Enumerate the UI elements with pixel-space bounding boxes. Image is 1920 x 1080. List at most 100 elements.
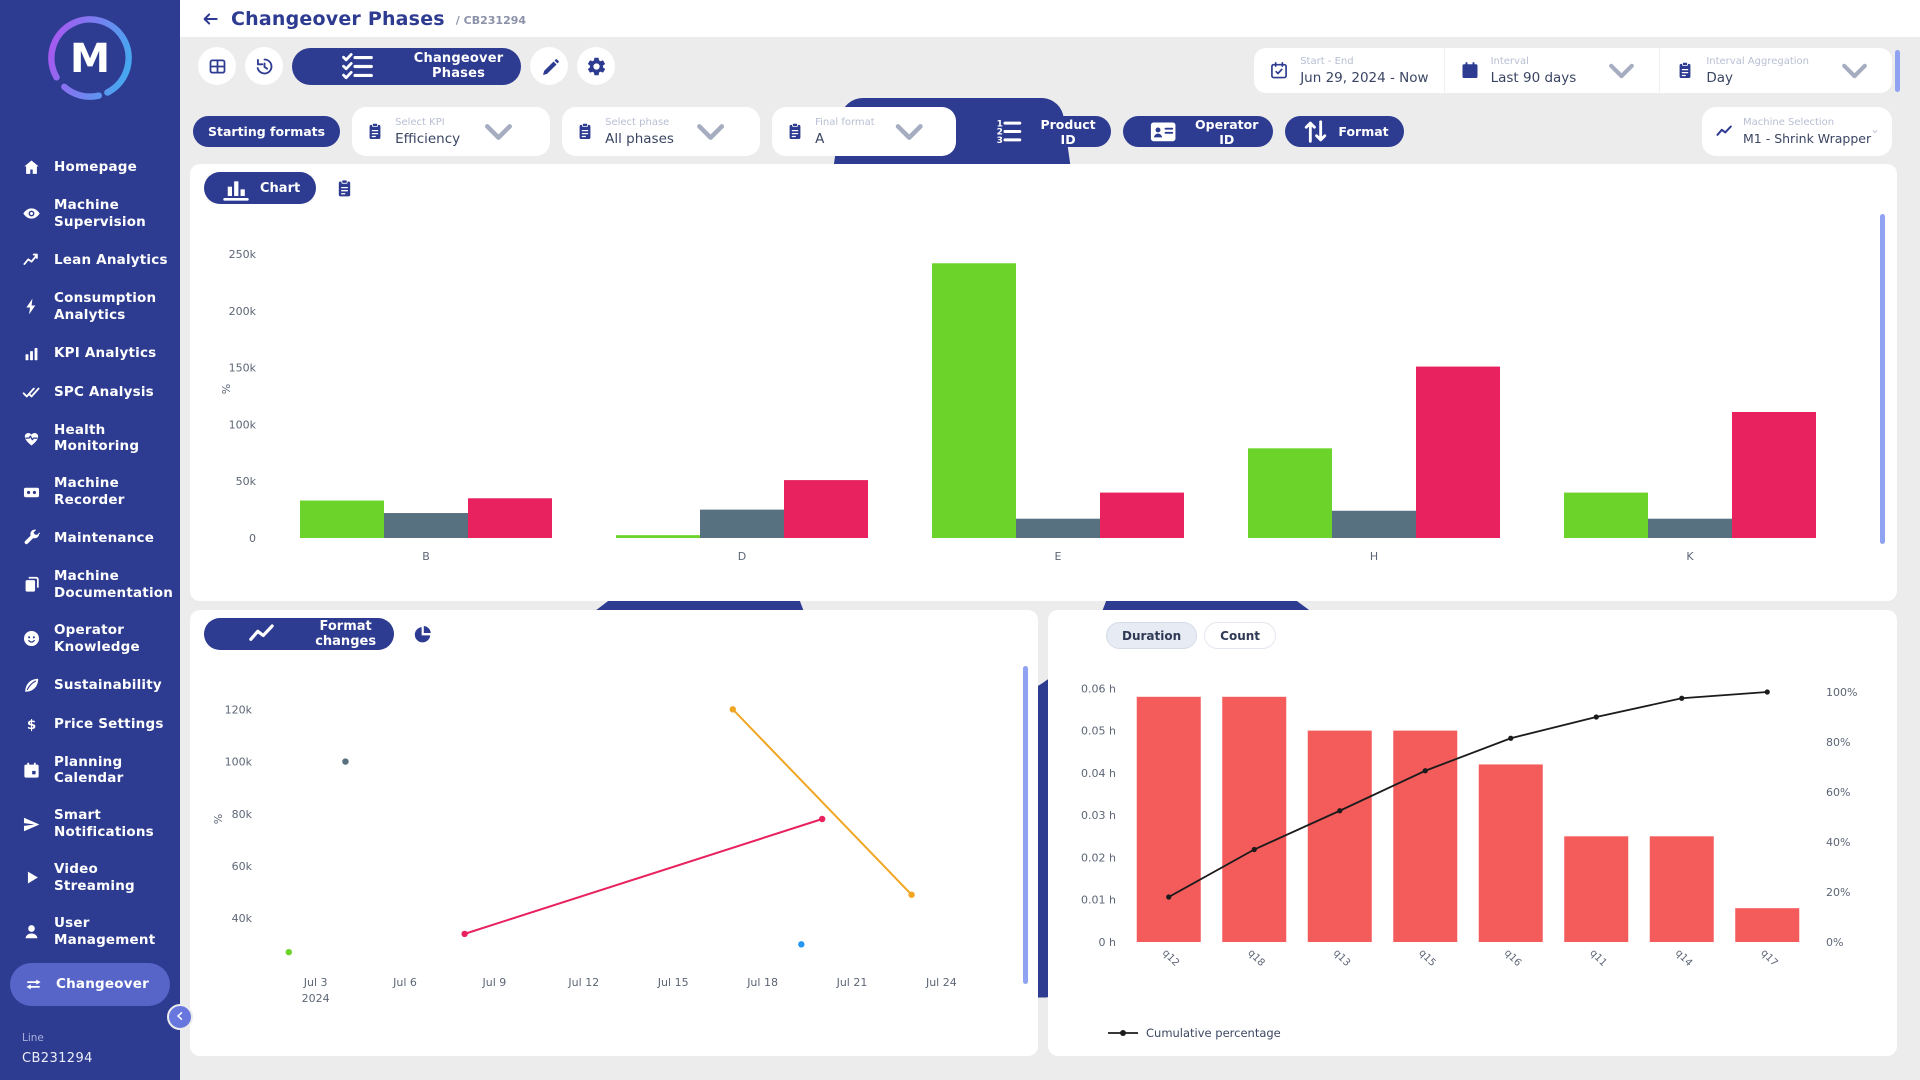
- format-button[interactable]: Format: [1285, 116, 1404, 147]
- sidebar-item-machine-recorder[interactable]: Machine Recorder: [0, 465, 180, 519]
- bar-segment: [1732, 411, 1816, 538]
- sidebar-footer: Line CB231294: [22, 1032, 93, 1066]
- sidebar-item-spc-analysis[interactable]: SPC Analysis: [0, 373, 180, 412]
- sidebar-item-label: Changeover: [56, 975, 149, 992]
- sidebar-item-label: KPI Analytics: [54, 344, 157, 361]
- line-series: [464, 818, 823, 935]
- documents-icon: [22, 575, 41, 594]
- kpi-value: Efficiency: [395, 130, 461, 147]
- pie-chart-icon: [412, 624, 432, 644]
- starting-formats-label: Starting formats: [208, 124, 326, 139]
- calendar-icon: [1460, 48, 1480, 93]
- final-format-select[interactable]: Final format A: [772, 107, 957, 156]
- svg-text:3: 3: [997, 136, 1003, 146]
- category-label: q15: [1416, 948, 1437, 969]
- breadcrumb: / CB231294: [455, 14, 527, 27]
- sidebar-item-label: Machine Documentation: [54, 568, 174, 601]
- sidebar: M Homepage Machine Supervision Lean Analyt…: [0, 0, 193, 1080]
- format-changes-chart: 40k 60k 80k 100k 120k Jul 3 2024 Jul 6 Jul 9 Jul …: [200, 660, 1020, 1048]
- tab-format-changes[interactable]: Format changes: [204, 618, 394, 650]
- cumulative-point: [1593, 714, 1599, 720]
- data-point: [818, 815, 826, 823]
- sidebar-item-label: Sustainability: [54, 676, 162, 693]
- tick-label: 150k: [229, 362, 257, 375]
- phase-select[interactable]: Select phase All phases: [562, 107, 761, 156]
- bar-segment: [300, 500, 384, 538]
- sidebar-item-kpi-analytics[interactable]: KPI Analytics: [0, 334, 180, 373]
- sidebar-item-homepage[interactable]: Homepage: [0, 148, 180, 187]
- sidebar-item-label: Machine Supervision: [54, 197, 146, 230]
- aggregation-label: Interval Aggregation: [1706, 55, 1809, 67]
- eye-icon: [22, 204, 41, 223]
- kpi-select[interactable]: Select KPI Efficiency: [352, 107, 551, 156]
- bar-segment: [1016, 518, 1100, 538]
- tick-label: 250k: [229, 248, 257, 261]
- data-point: [461, 930, 468, 938]
- chart-scrollbar[interactable]: [1023, 666, 1028, 984]
- history-button[interactable]: [245, 47, 283, 85]
- sidebar-item-planning-calendar[interactable]: Planning Calendar: [0, 744, 180, 798]
- tick-label: H: [1370, 550, 1378, 563]
- data-point: [285, 948, 293, 956]
- aggregation-field[interactable]: Interval Aggregation Day: [1659, 48, 1892, 93]
- product-id-label: Product ID: [1040, 116, 1096, 147]
- tick-label: 0.05 h: [1081, 725, 1116, 738]
- data-point: [729, 706, 736, 713]
- sidebar-collapse-button[interactable]: [167, 1004, 193, 1030]
- pencil-icon: [540, 57, 559, 76]
- back-arrow-icon[interactable]: [200, 9, 220, 29]
- sidebar-item-maintenance[interactable]: Maintenance: [0, 519, 180, 558]
- sidebar-item-machine-documentation[interactable]: Machine Documentation: [0, 558, 180, 612]
- grid-view-button[interactable]: [198, 47, 236, 85]
- sidebar-item-machine-supervision[interactable]: Machine Supervision: [0, 187, 180, 241]
- leaf-icon: [22, 676, 41, 695]
- sidebar-item-health-monitoring[interactable]: Health Monitoring: [0, 412, 180, 466]
- sidebar-item-label: Lean Analytics: [54, 251, 168, 268]
- tab-chart[interactable]: Chart: [204, 172, 317, 204]
- operator-id-button[interactable]: Operator ID: [1122, 116, 1274, 147]
- page-scrollbar[interactable]: [1895, 50, 1900, 92]
- tick-label: D: [738, 550, 746, 563]
- machine-value: M1 - Shrink Wrapper: [1743, 131, 1872, 146]
- tick-label: 0.04 h: [1081, 767, 1116, 780]
- pie-view-button[interactable]: [408, 620, 436, 648]
- sidebar-item-label: Smart Notifications: [54, 807, 154, 841]
- sidebar-item-label: Operator Knowledge: [54, 621, 140, 655]
- heart-pulse-icon: [22, 429, 41, 448]
- toggle-duration[interactable]: Duration: [1106, 622, 1198, 649]
- edit-button[interactable]: [530, 47, 569, 85]
- chevron-down-icon: [875, 107, 943, 156]
- sidebar-item-consumption-analytics[interactable]: Consumption Analytics: [0, 280, 180, 334]
- final-format-label: Final format: [815, 116, 875, 128]
- time-range-card: Start - End Jun 29, 2024 - Now Interval …: [1254, 48, 1892, 93]
- y-axis-label: %: [220, 384, 233, 394]
- sidebar-item-lean-analytics[interactable]: Lean Analytics: [0, 241, 180, 280]
- machine-select[interactable]: Machine Selection M1 - Shrink Wrapper: [1702, 107, 1892, 156]
- tick-label: 40k: [232, 912, 253, 925]
- sidebar-item-label: Health Monitoring: [54, 421, 140, 455]
- tick-label: 0.02 h: [1081, 851, 1116, 864]
- toggle-count[interactable]: Count: [1204, 622, 1277, 649]
- sidebar-item-changeover[interactable]: Changeover: [10, 962, 170, 1006]
- interval-field[interactable]: Interval Last 90 days: [1443, 48, 1660, 93]
- tab-changeover-phases[interactable]: Changeover Phases: [292, 47, 522, 85]
- data-point: [342, 758, 349, 765]
- sidebar-item-smart-notifications[interactable]: Smart Notifications: [0, 797, 180, 851]
- sidebar-item-video-streaming[interactable]: Video Streaming: [0, 851, 180, 905]
- bar-segment: [1648, 518, 1732, 538]
- home-icon: [22, 158, 41, 177]
- chart-scrollbar[interactable]: [1880, 214, 1885, 544]
- sidebar-item-sustainability[interactable]: Sustainability: [0, 666, 180, 705]
- recorder-icon: [22, 483, 41, 502]
- sidebar-item-operator-knowledge[interactable]: Operator Knowledge: [0, 612, 180, 666]
- category-label: q16: [1502, 948, 1523, 969]
- table-view-button[interactable]: [330, 174, 358, 202]
- calendar-icon: [22, 761, 41, 780]
- chart-settings-button[interactable]: [577, 47, 616, 85]
- sidebar-item-user-management[interactable]: User Management: [0, 905, 180, 959]
- starting-formats-button[interactable]: Starting formats: [193, 116, 341, 147]
- tick-label: 80%: [1826, 736, 1850, 749]
- date-range-field[interactable]: Start - End Jun 29, 2024 - Now: [1254, 48, 1443, 93]
- sidebar-item-price-settings[interactable]: $ Price Settings: [0, 705, 180, 744]
